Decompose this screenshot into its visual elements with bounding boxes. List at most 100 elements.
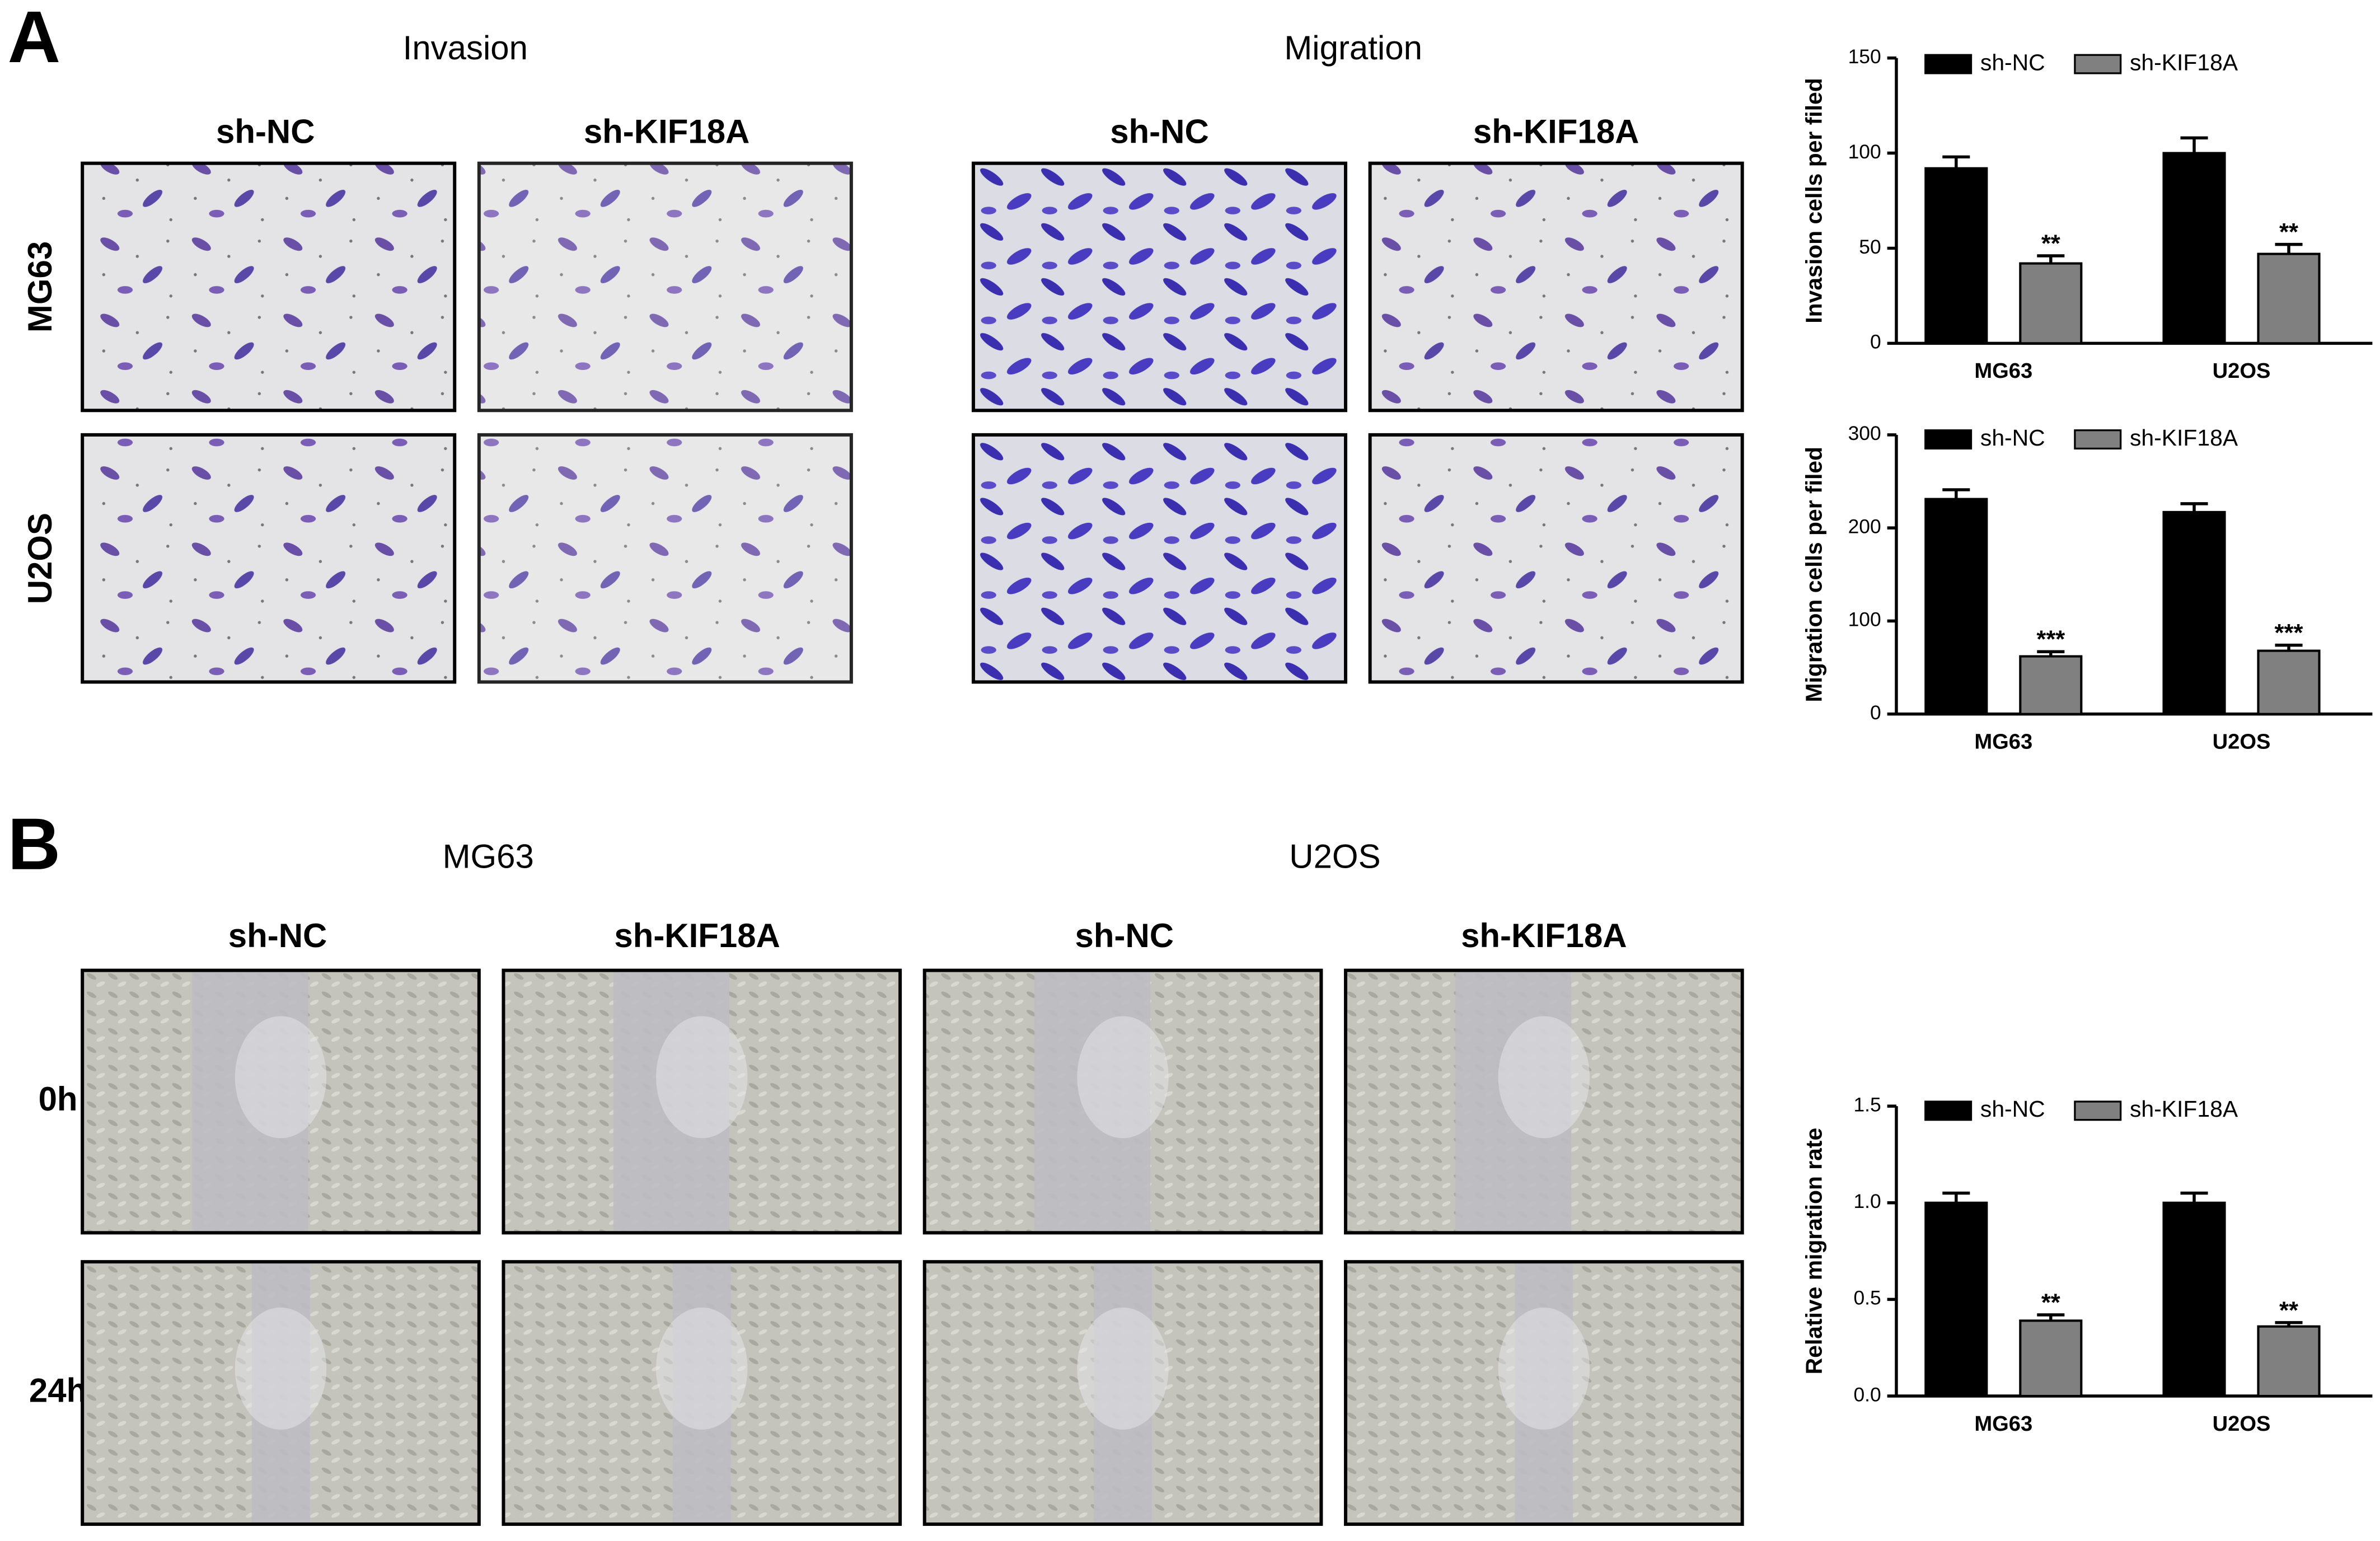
row-label: 0h bbox=[39, 1080, 78, 1118]
column-label: sh-KIF18A bbox=[614, 917, 780, 954]
legend-swatch bbox=[1924, 54, 1973, 74]
error-bar bbox=[2180, 502, 2208, 512]
wound-images bbox=[81, 968, 1744, 1526]
y-tick-label: 50 bbox=[1859, 236, 1881, 258]
column-label: sh-KIF18A bbox=[1473, 113, 1639, 151]
significance: *** bbox=[2036, 626, 2065, 653]
micrograph bbox=[477, 433, 853, 684]
y-tick-label: 1.0 bbox=[1853, 1190, 1881, 1212]
error-bar bbox=[2275, 242, 2303, 254]
error-bar bbox=[2037, 1313, 2065, 1321]
micrograph-border bbox=[922, 1260, 1323, 1526]
significance: ** bbox=[2041, 1289, 2060, 1316]
x-tick-label: MG63 bbox=[1974, 359, 2032, 383]
error-bar bbox=[1942, 488, 1970, 499]
bar bbox=[2162, 1201, 2226, 1398]
bar bbox=[2162, 510, 2226, 715]
legend-label: sh-NC bbox=[1980, 49, 2045, 75]
legend-swatch bbox=[2074, 429, 2122, 450]
group-title: Migration bbox=[1284, 29, 1422, 67]
error-bar bbox=[2037, 254, 2065, 264]
glare bbox=[235, 1016, 327, 1139]
y-axis-label: Relative migration rate bbox=[1801, 1128, 1826, 1375]
glare bbox=[656, 1307, 748, 1430]
micrograph-border bbox=[502, 1260, 902, 1526]
row-label: MG63 bbox=[21, 241, 59, 332]
bar bbox=[2162, 152, 2226, 345]
x-tick-label: U2OS bbox=[2213, 730, 2271, 754]
glare bbox=[1498, 1016, 1590, 1139]
x-tick-label: MG63 bbox=[1974, 730, 2032, 754]
y-tick-label: 100 bbox=[1848, 140, 1881, 163]
glare bbox=[235, 1307, 327, 1430]
column-label: sh-KIF18A bbox=[1461, 917, 1627, 954]
y-axis-label: Migration cells per filed bbox=[1801, 447, 1826, 702]
error-bar bbox=[2180, 136, 2208, 153]
y-tick-label: 150 bbox=[1848, 45, 1881, 68]
column-label: sh-NC bbox=[1075, 917, 1174, 954]
row-label: 24h bbox=[29, 1371, 87, 1409]
x-tick-label: U2OS bbox=[2213, 1412, 2271, 1436]
glare bbox=[1077, 1016, 1169, 1139]
error-bar bbox=[1942, 1191, 1970, 1203]
significance: ** bbox=[2279, 219, 2298, 246]
y-tick-label: 1.5 bbox=[1853, 1094, 1881, 1116]
panel-label: B bbox=[8, 803, 60, 885]
charts: 0 50 100 150 Invasion cells per filed MG63 ** U… bbox=[1801, 45, 2373, 1436]
y-tick-label: 100 bbox=[1848, 608, 1881, 631]
y-tick-label: 0.0 bbox=[1853, 1383, 1881, 1406]
bar bbox=[2257, 252, 2321, 345]
micrograph-border bbox=[81, 968, 481, 1235]
significance: ** bbox=[2279, 1297, 2298, 1324]
micrograph-border bbox=[922, 968, 1323, 1235]
x-tick-label: U2OS bbox=[2213, 359, 2271, 383]
bar bbox=[1924, 498, 1988, 715]
x-tick-label: MG63 bbox=[1974, 1412, 2032, 1436]
micrograph bbox=[971, 161, 1348, 413]
micrograph-border bbox=[1344, 1260, 1744, 1526]
error-bar bbox=[2180, 1191, 2208, 1203]
significance: ** bbox=[2041, 230, 2060, 257]
bar bbox=[2257, 1325, 2321, 1398]
error-bar bbox=[2275, 643, 2303, 651]
column-label: sh-NC bbox=[216, 113, 315, 151]
micrograph bbox=[1368, 433, 1744, 684]
legend-label: sh-KIF18A bbox=[2130, 49, 2238, 75]
group-title: U2OS bbox=[1289, 837, 1380, 875]
micrograph bbox=[971, 433, 1348, 684]
error-bar bbox=[1942, 155, 1970, 168]
micrograph bbox=[81, 161, 457, 413]
micrograph bbox=[1368, 161, 1744, 413]
y-axis-label: Invasion cells per filed bbox=[1801, 78, 1826, 323]
error-bar bbox=[2037, 650, 2065, 657]
bar bbox=[1924, 167, 1988, 345]
legend-swatch bbox=[2074, 1100, 2122, 1121]
micrograph-border bbox=[1344, 968, 1744, 1235]
column-label: sh-KIF18A bbox=[584, 113, 749, 151]
bar bbox=[2257, 649, 2321, 715]
legend-swatch bbox=[1924, 429, 1973, 450]
micrograph-border bbox=[81, 1260, 481, 1526]
micrograph bbox=[81, 433, 457, 684]
y-tick-label: 0 bbox=[1870, 331, 1881, 353]
significance: *** bbox=[2275, 620, 2303, 647]
micrograph-border bbox=[502, 968, 902, 1235]
bar bbox=[2019, 655, 2083, 715]
group-title: MG63 bbox=[443, 837, 534, 875]
group-title: Invasion bbox=[403, 29, 528, 67]
column-label: sh-NC bbox=[228, 917, 327, 954]
column-label: sh-NC bbox=[1110, 113, 1209, 151]
y-tick-label: 0.5 bbox=[1853, 1287, 1881, 1309]
legend-swatch bbox=[2074, 54, 2122, 74]
bar bbox=[2019, 262, 2083, 345]
glare bbox=[1077, 1307, 1169, 1430]
micrograph bbox=[477, 161, 853, 413]
bar bbox=[1924, 1201, 1988, 1398]
y-tick-label: 0 bbox=[1870, 701, 1881, 724]
error-bar bbox=[2275, 1321, 2303, 1327]
y-tick-label: 200 bbox=[1848, 515, 1881, 537]
panel-label: A bbox=[8, 0, 60, 78]
legend-label: sh-NC bbox=[1980, 1096, 2045, 1122]
glare bbox=[1498, 1307, 1590, 1430]
